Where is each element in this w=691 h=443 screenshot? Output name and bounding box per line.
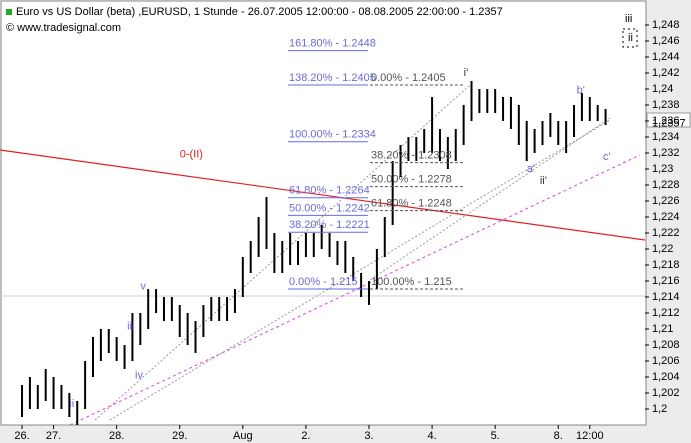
series-icon [6,9,12,15]
y-tick-label: 1,204 [652,371,680,383]
wave-label: 0-(II) [180,149,203,161]
y-tick-label: 1,214 [652,291,680,303]
y-tick-label: 1,2 [652,403,667,415]
wave-label: b' [577,85,585,97]
fib-label: 0.00% - 1.2405 [371,72,446,84]
last-price-label: 1,2357 [652,117,686,129]
y-tick-label: 1,246 [652,35,680,47]
fib-label: 50.00% - 1.2278 [371,174,452,186]
y-tick-label: 1,242 [652,67,680,79]
wave-label: a' [527,163,535,175]
wave-label: c' [603,151,611,163]
y-tick-label: 1,22 [652,243,673,255]
fib-label: 138.20% - 1.2405 [289,72,376,84]
fib-label: 161.80% - 1.2448 [289,38,376,50]
wave-label: i' [464,67,469,79]
fib-label: 0.00% - 1.215 [289,276,358,288]
wave-label: iii [127,321,134,333]
y-tick-label: 1,24 [652,83,673,95]
x-tick-label: 2. [301,430,310,442]
trend-line [369,117,611,281]
corner-label: ii [628,32,633,44]
y-tick-label: 1,202 [652,387,680,399]
chart-title: Euro vs US Dollar (beta) ,EURUSD, 1 Stun… [16,6,503,18]
x-tick-label: 28. [109,430,124,442]
x-tick-label: 5. [491,430,500,442]
fib-label: 61.80% - 1.2264 [289,185,370,197]
fib-label: 100.00% - 1.215 [371,276,452,288]
y-tick-label: 1,226 [652,195,680,207]
y-tick-label: 1,228 [652,179,680,191]
wave-label: ii [69,398,74,410]
chart-subtitle: © www.tradesignal.com [6,22,121,34]
corner-label: iii [625,13,632,25]
y-tick-label: 1,244 [652,51,680,63]
y-tick-label: 1,236 [652,115,680,127]
plot-area [0,0,647,426]
y-tick-label: 1,248 [652,19,680,31]
y-tick-label: 1,238 [652,99,680,111]
wave-label: iv [135,369,143,381]
last-price-box [646,112,691,128]
x-tick-label: 8. [554,430,563,442]
y-tick-label: 1,232 [652,147,680,159]
x-tick-label: 3. [364,430,373,442]
x-tick-label: 4. [427,430,436,442]
trend-line [109,119,611,421]
fib-label: 38.20% - 1.2221 [289,219,370,231]
y-tick-label: 1,222 [652,227,680,239]
x-tick-label: 27. [46,430,61,442]
wave-label: v [140,281,146,293]
x-tick-label: 26. [14,430,29,442]
fib-label: 50.00% - 1.2242 [289,202,370,214]
y-tick-label: 1,234 [652,131,680,143]
trend-line [0,149,646,241]
y-tick-label: 1,216 [652,275,680,287]
y-tick-label: 1,224 [652,211,680,223]
fib-label: 61.80% - 1.2248 [371,198,452,210]
corner-icon [622,28,638,48]
fib-label: 38.20% - 1.2308 [371,150,452,162]
y-tick-label: 1,212 [652,307,680,319]
fib-label: 100.00% - 1.2334 [289,129,376,141]
x-tick-label: 29. [172,430,187,442]
y-tick-label: 1,23 [652,163,673,175]
x-tick-label: 12:00 [576,430,604,442]
y-tick-label: 1,21 [652,323,673,335]
x-tick-label: Aug [233,430,253,442]
wave-label: ii' [540,175,547,187]
y-tick-label: 1,208 [652,339,680,351]
y-tick-label: 1,206 [652,355,680,367]
y-tick-label: 1,218 [652,259,680,271]
